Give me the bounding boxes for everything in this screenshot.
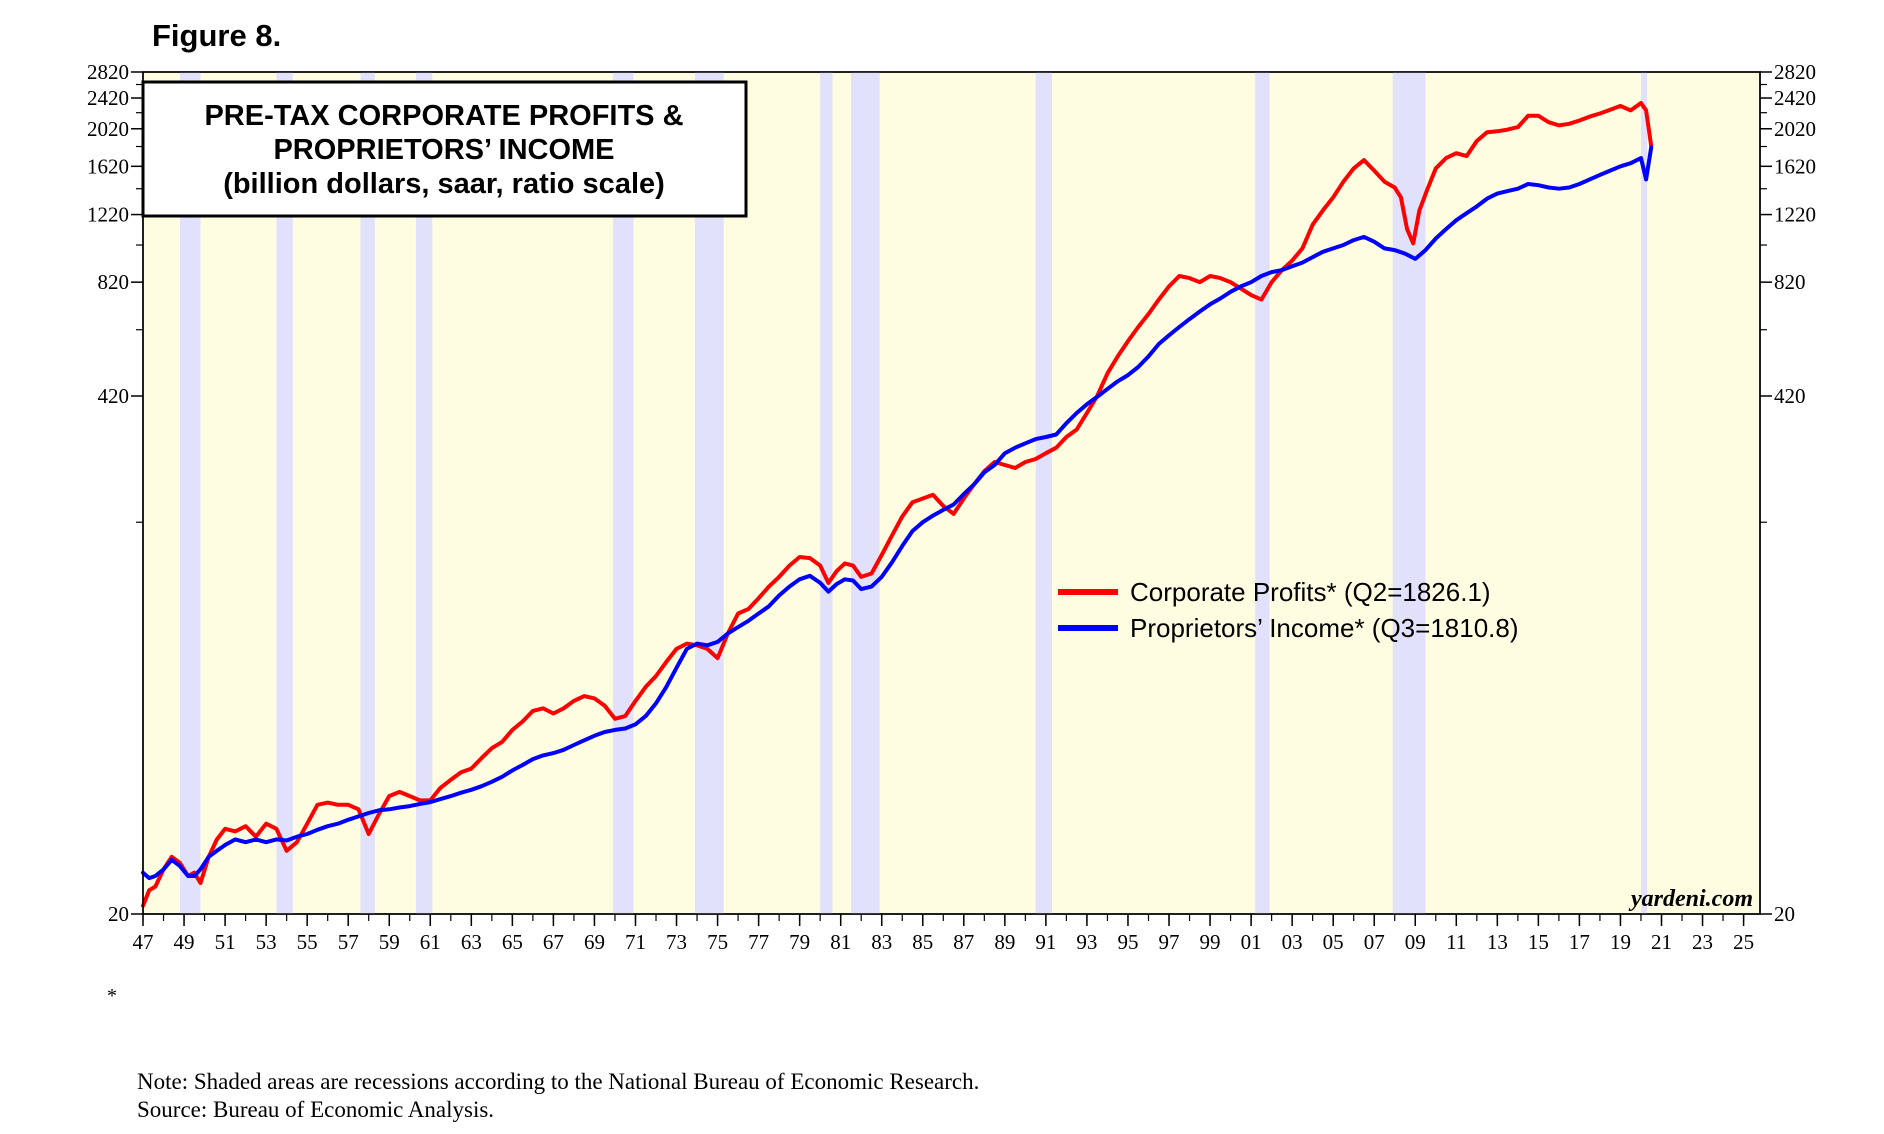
x-tick-label-49: 49 <box>174 930 195 954</box>
recession-band-8 <box>1035 72 1053 914</box>
plot-frame <box>142 71 1761 915</box>
x-tick-label-95: 95 <box>1117 930 1138 954</box>
x-tick-label-97: 97 <box>1159 930 1180 954</box>
right-y-tick-label-2820: 2820 <box>1774 60 1816 84</box>
legend: Corporate Profits* (Q2=1826.1) Proprieto… <box>1058 577 1519 643</box>
x-tick-label-63: 63 <box>461 930 482 954</box>
series-line-proprietors-income <box>141 145 1654 881</box>
recession-band-1 <box>276 72 293 914</box>
x-axis: 47 49 51 53 55 57 59 61 63 65 67 69 71 73 75 77 79 81 83 85… <box>133 914 1754 954</box>
series-line-corporate-profits <box>141 101 1654 908</box>
recession-band-6 <box>820 72 833 914</box>
x-tick-label-87: 87 <box>953 930 974 954</box>
recession-band-11 <box>1640 72 1648 914</box>
left-y-tick-label-2420: 2420 <box>87 86 129 110</box>
x-tick-label-81: 81 <box>830 930 851 954</box>
right-y-tick-label-2420: 2420 <box>1774 86 1816 110</box>
x-tick-label-53: 53 <box>256 930 277 954</box>
recession-band-3 <box>415 72 433 914</box>
left-y-tick-label-2820: 2820 <box>87 60 129 84</box>
x-tick-label-73: 73 <box>666 930 687 954</box>
x-tick-label-89: 89 <box>994 930 1015 954</box>
x-tick-label-69: 69 <box>584 930 605 954</box>
x-tick-label-09: 09 <box>1405 930 1426 954</box>
x-tick-label-75: 75 <box>707 930 728 954</box>
x-tick-label-85: 85 <box>912 930 933 954</box>
x-tick-label-01: 01 <box>1241 930 1262 954</box>
left-y-tick-label-1220: 1220 <box>87 203 129 227</box>
recession-band-2 <box>360 72 375 914</box>
x-tick-label-83: 83 <box>871 930 892 954</box>
chart-title-line-2: PROPRIETORS’ INCOME <box>273 134 614 166</box>
recession-band-10 <box>1392 72 1426 914</box>
x-tick-label-71: 71 <box>625 930 646 954</box>
series-lines <box>141 101 1654 908</box>
right-y-tick-label-2020: 2020 <box>1774 117 1816 141</box>
x-tick-label-15: 15 <box>1528 930 1549 954</box>
right-y-tick-label-20: 20 <box>1774 902 1795 926</box>
right-y-tick-label-420: 420 <box>1774 384 1806 408</box>
x-tick-label-11: 11 <box>1446 930 1466 954</box>
x-tick-label-25: 25 <box>1733 930 1754 954</box>
x-tick-label-77: 77 <box>748 930 769 954</box>
chart-title-line-3: (billion dollars, saar, ratio scale) <box>223 168 665 200</box>
left-y-tick-label-820: 820 <box>98 270 130 294</box>
left-y-tick-label-20: 20 <box>108 902 129 926</box>
source-text: Source: Bureau of Economic Analysis. <box>137 1097 495 1122</box>
right-y-tick-label-820: 820 <box>1774 270 1806 294</box>
footnote-asterisk: * <box>107 985 117 1007</box>
x-tick-label-91: 91 <box>1035 930 1056 954</box>
notes: Note: Shaded areas are recessions accord… <box>137 1068 979 1124</box>
x-tick-label-67: 67 <box>543 930 564 954</box>
legend-label-proprietors-income: Proprietors’ Income* (Q3=1810.8) <box>1130 613 1519 643</box>
legend-label-corporate-profits: Corporate Profits* (Q2=1826.1) <box>1130 577 1491 607</box>
x-tick-label-13: 13 <box>1487 930 1508 954</box>
x-tick-label-59: 59 <box>379 930 400 954</box>
x-tick-label-55: 55 <box>297 930 318 954</box>
recession-band-9 <box>1255 72 1270 914</box>
left-y-tick-label-420: 420 <box>98 384 130 408</box>
x-tick-label-05: 05 <box>1323 930 1344 954</box>
x-tick-label-61: 61 <box>420 930 441 954</box>
left-y-tick-label-1620: 1620 <box>87 154 129 178</box>
x-tick-label-93: 93 <box>1076 930 1097 954</box>
x-tick-label-47: 47 <box>133 930 154 954</box>
x-tick-label-21: 21 <box>1651 930 1672 954</box>
watermark: yardeni.com <box>1628 886 1753 912</box>
x-tick-label-51: 51 <box>215 930 236 954</box>
x-tick-label-23: 23 <box>1692 930 1713 954</box>
title-box-frame <box>141 80 748 218</box>
right-y-tick-label-1620: 1620 <box>1774 154 1816 178</box>
right-y-tick-label-1220: 1220 <box>1774 203 1816 227</box>
left-y-tick-label-2020: 2020 <box>87 117 129 141</box>
title-box: PRE-TAX CORPORATE PROFITS & PROPRIETORS’… <box>141 80 748 218</box>
note-text: Note: Shaded areas are recessions accord… <box>137 1069 980 1094</box>
x-tick-label-65: 65 <box>502 930 523 954</box>
x-tick-label-07: 07 <box>1364 930 1385 954</box>
chart-title-line-1: PRE-TAX CORPORATE PROFITS & <box>204 100 683 132</box>
x-tick-label-17: 17 <box>1569 930 1590 954</box>
recession-band-4 <box>612 72 634 914</box>
x-tick-label-79: 79 <box>789 930 810 954</box>
x-tick-label-99: 99 <box>1200 930 1221 954</box>
recession-band-7 <box>850 72 880 914</box>
figure-label: Figure 8. <box>152 18 282 53</box>
x-tick-label-03: 03 <box>1282 930 1303 954</box>
x-tick-label-57: 57 <box>338 930 359 954</box>
x-tick-label-19: 19 <box>1610 930 1631 954</box>
recession-band-0 <box>179 72 201 914</box>
